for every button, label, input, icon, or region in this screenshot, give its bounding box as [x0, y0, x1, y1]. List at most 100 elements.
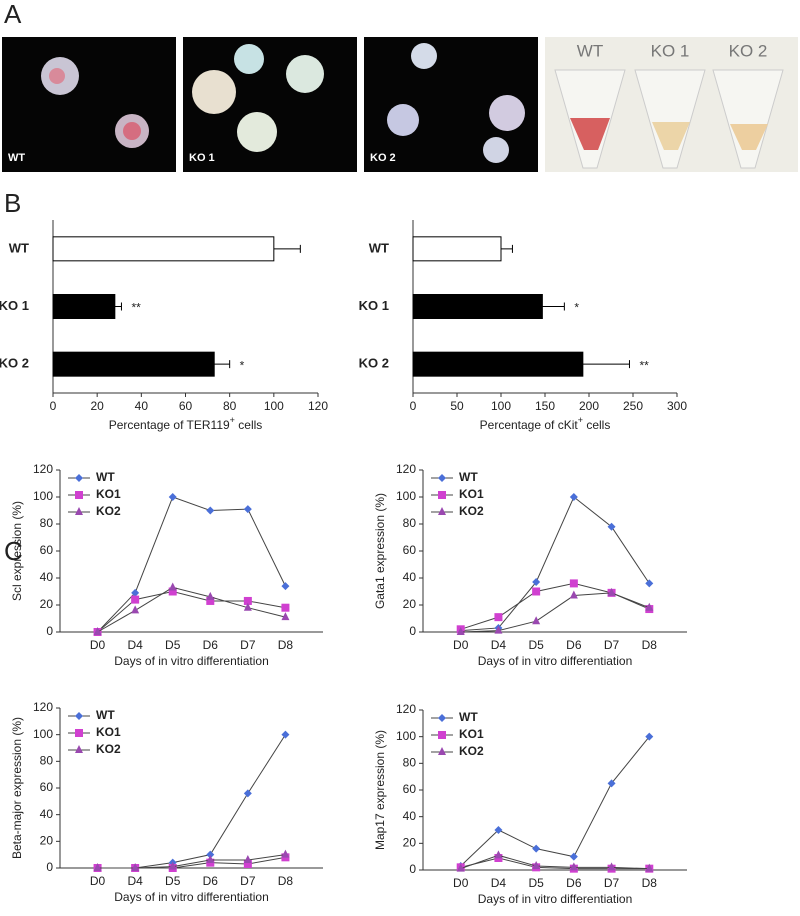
x-tick-label: D0: [90, 638, 106, 652]
legend-label: KO1: [96, 725, 121, 739]
x-tick-label: 120: [308, 399, 328, 413]
point: [243, 855, 252, 863]
point: [456, 627, 465, 635]
x-tick-label: 0: [410, 399, 417, 413]
micrograph: WT: [2, 37, 176, 172]
series-line: [460, 857, 650, 870]
point: [532, 861, 541, 869]
bar: [412, 294, 543, 319]
error-bar: [542, 302, 565, 311]
point: [607, 522, 616, 531]
y-tick-label: 20: [40, 597, 54, 611]
y-tick-label: 40: [40, 807, 54, 821]
x-axis-label-tail: cells: [583, 418, 610, 432]
series-line: [97, 586, 286, 633]
point: [569, 579, 578, 588]
point: [281, 603, 290, 612]
image-caption: KO 2: [370, 152, 396, 164]
category-label: KO 2: [0, 356, 29, 371]
point: [131, 863, 140, 871]
x-tick-label: D6: [203, 638, 219, 652]
y-tick-label: 40: [403, 570, 417, 584]
legend-label: KO1: [459, 487, 484, 501]
y-tick-label: 80: [40, 754, 54, 768]
legend-label: WT: [459, 710, 478, 724]
point: [206, 855, 215, 863]
x-tick-label: D8: [642, 876, 658, 890]
y-tick-label: 60: [403, 782, 417, 796]
x-tick-label: 100: [491, 399, 511, 413]
x-axis-label-tail: cells: [235, 418, 262, 432]
category-label: KO 1: [0, 298, 29, 313]
y-tick-label: 80: [403, 516, 417, 530]
x-axis-label: Days of in vitro differentiation: [114, 654, 269, 668]
legend-label: KO2: [96, 504, 121, 518]
y-tick-label: 0: [46, 860, 53, 874]
point: [645, 732, 654, 741]
y-tick-label: 80: [403, 756, 417, 770]
x-axis-label: Percentage of TER119+ cells: [109, 415, 263, 432]
image-caption: KO 1: [189, 152, 215, 164]
error-bar: [582, 360, 630, 369]
y-tick-label: 100: [396, 729, 416, 743]
series-line: [460, 592, 650, 633]
significance-mark: *: [574, 301, 579, 315]
legend-label: WT: [459, 470, 478, 484]
bar: [412, 236, 502, 262]
category-label: KO 2: [359, 356, 389, 371]
point: [281, 849, 290, 858]
point: [569, 862, 578, 871]
point: [206, 591, 215, 600]
point: [532, 616, 541, 625]
y-tick-label: 0: [46, 624, 53, 638]
y-axis-label: Scl expression (%): [10, 501, 24, 601]
series-line: [97, 734, 286, 869]
point: [243, 505, 252, 514]
x-tick-label: D7: [240, 874, 256, 888]
x-tick-label: D8: [642, 638, 658, 652]
series-line: [97, 496, 286, 633]
x-axis-label-sup: +: [578, 415, 583, 425]
legend-label: KO1: [96, 487, 121, 501]
legend-label: KO1: [459, 727, 484, 741]
point: [532, 578, 541, 587]
point: [131, 595, 140, 604]
point: [168, 582, 177, 591]
y-tick-label: 60: [40, 543, 54, 557]
legend-label: KO2: [96, 742, 121, 756]
point: [456, 863, 465, 872]
x-tick-label: D7: [604, 876, 620, 890]
series-line: [460, 736, 650, 867]
y-tick-label: 20: [403, 836, 417, 850]
y-tick-label: 0: [409, 862, 416, 876]
error-bar: [114, 302, 122, 311]
significance-mark: **: [639, 358, 649, 372]
y-tick-label: 120: [396, 702, 416, 716]
y-axis-label: Map17 expression (%): [373, 730, 387, 850]
x-tick-label: D5: [165, 638, 181, 652]
bar: [412, 351, 584, 377]
y-tick-label: 100: [33, 489, 53, 503]
legend-label: WT: [96, 708, 115, 722]
y-tick-label: 60: [403, 543, 417, 557]
point: [645, 602, 654, 611]
x-axis-label: Days of in vitro differentiation: [478, 654, 633, 668]
y-tick-label: 40: [40, 570, 54, 584]
y-tick-label: 80: [40, 516, 54, 530]
legend-marker: [75, 507, 83, 515]
x-tick-label: D6: [566, 638, 582, 652]
series-line: [97, 590, 286, 633]
point: [569, 852, 578, 861]
point: [243, 596, 252, 605]
point: [206, 506, 215, 515]
legend-marker: [75, 474, 83, 482]
x-tick-label: D6: [203, 874, 219, 888]
x-axis-label: Percentage of cKit+ cells: [480, 415, 611, 432]
x-tick-label: 150: [535, 399, 555, 413]
category-label: KO 1: [359, 298, 389, 313]
y-tick-label: 120: [396, 462, 416, 476]
series-line: [97, 854, 286, 869]
x-axis-label: Days of in vitro differentiation: [478, 892, 633, 906]
x-tick-label: D4: [127, 638, 143, 652]
